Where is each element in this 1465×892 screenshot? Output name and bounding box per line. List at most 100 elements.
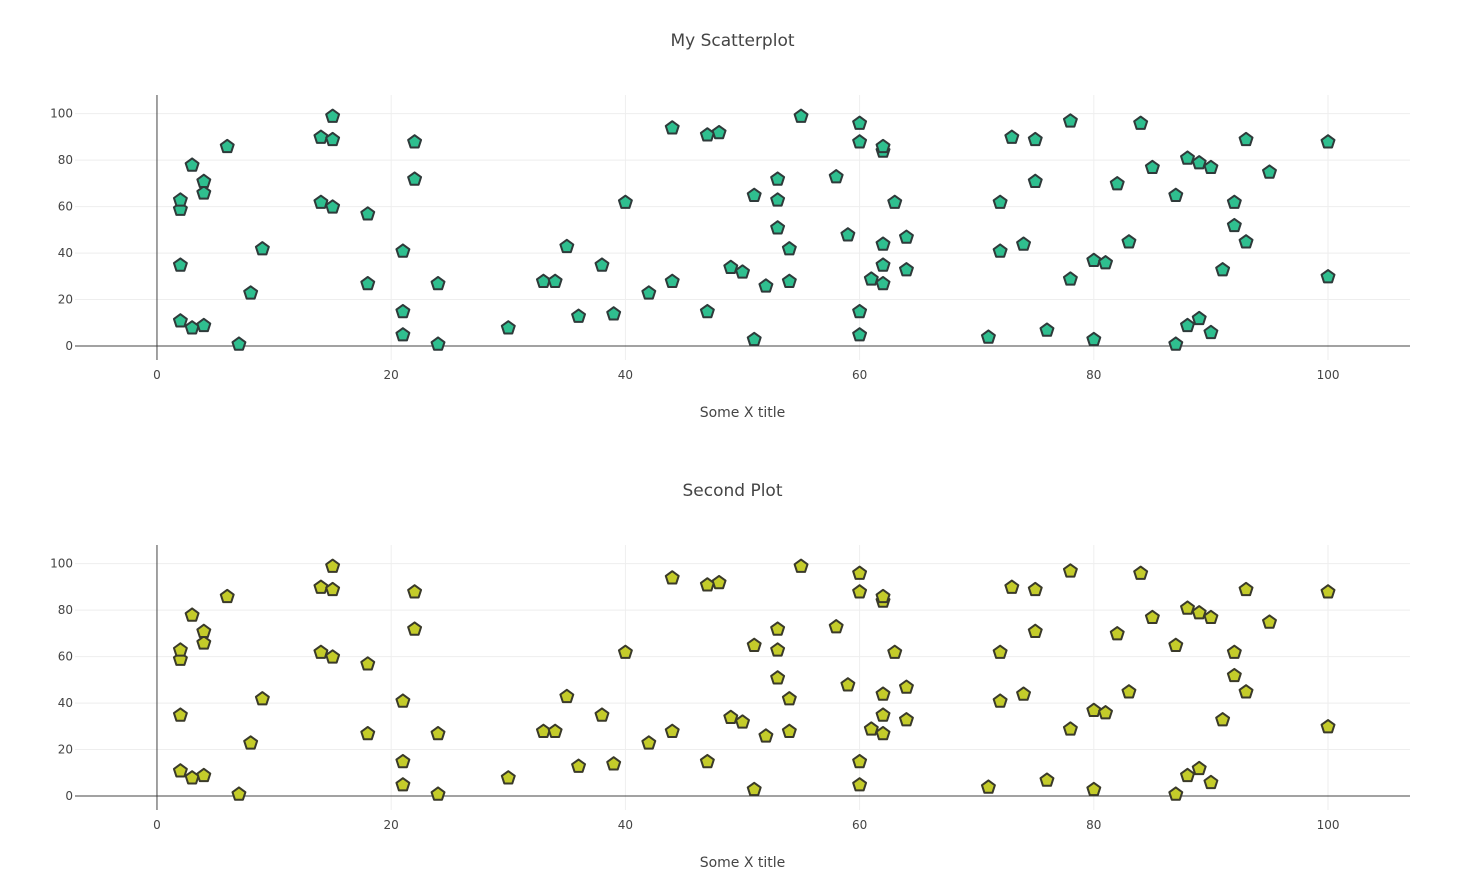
data-point[interactable] [875, 138, 891, 154]
data-point[interactable] [898, 262, 914, 277]
data-point[interactable] [852, 565, 868, 580]
data-point[interactable] [875, 236, 891, 251]
data-point[interactable] [500, 320, 516, 335]
data-point[interactable] [723, 259, 739, 275]
data-point[interactable] [395, 693, 411, 708]
data-point[interactable] [1191, 310, 1207, 326]
chart-1-plot[interactable]: 0 20 40 60 80 100 0 20 40 60 80 100 [0, 0, 1465, 446]
data-point[interactable] [325, 649, 341, 664]
data-point[interactable] [1203, 609, 1219, 625]
data-point[interactable] [1168, 786, 1184, 801]
data-point[interactable] [254, 241, 270, 256]
data-point[interactable] [360, 725, 376, 741]
data-point[interactable] [1086, 331, 1102, 347]
data-point[interactable] [430, 275, 446, 291]
data-point[interactable] [746, 187, 762, 202]
data-point[interactable] [535, 723, 551, 738]
data-point[interactable] [395, 243, 411, 258]
data-point[interactable] [746, 781, 762, 797]
data-point[interactable] [313, 644, 329, 659]
data-point[interactable] [1027, 623, 1043, 639]
data-point[interactable] [172, 642, 188, 657]
data-point[interactable] [606, 756, 622, 771]
data-point[interactable] [594, 707, 610, 722]
data-point[interactable] [430, 336, 446, 351]
data-point[interactable] [1168, 336, 1184, 351]
data-point[interactable] [887, 194, 903, 209]
data-point[interactable] [770, 621, 786, 636]
data-point[interactable] [875, 707, 891, 722]
data-point[interactable] [1121, 684, 1137, 699]
data-point[interactable] [395, 303, 411, 319]
data-point[interactable] [1027, 131, 1043, 147]
data-point[interactable] [1016, 236, 1032, 251]
data-point[interactable] [594, 257, 610, 272]
data-point[interactable] [770, 220, 786, 235]
data-point[interactable] [1039, 322, 1055, 337]
data-point[interactable] [313, 129, 329, 144]
data-point[interactable] [1098, 705, 1113, 720]
data-point[interactable] [980, 779, 996, 794]
data-point[interactable] [535, 273, 551, 288]
data-point[interactable] [407, 584, 423, 599]
data-point[interactable] [875, 257, 891, 272]
chart-2-plot[interactable]: 0 20 40 60 80 100 0 20 40 60 80 100 [0, 450, 1465, 892]
data-point[interactable] [1226, 217, 1242, 233]
data-point[interactable] [617, 194, 633, 209]
data-point[interactable] [1133, 565, 1149, 580]
data-point[interactable] [1062, 113, 1078, 128]
data-point[interactable] [1203, 324, 1219, 340]
data-point[interactable] [1191, 155, 1207, 170]
data-point[interactable] [641, 285, 657, 300]
data-point[interactable] [547, 273, 563, 288]
data-point[interactable] [1262, 614, 1277, 629]
data-point[interactable] [1191, 760, 1207, 776]
data-point[interactable] [875, 588, 891, 604]
data-point[interactable] [1168, 187, 1184, 202]
data-point[interactable] [770, 642, 786, 657]
data-point[interactable] [770, 171, 786, 186]
data-point[interactable] [852, 584, 868, 599]
data-point[interactable] [1180, 600, 1195, 615]
data-point[interactable] [1062, 271, 1078, 286]
data-point[interactable] [840, 227, 856, 242]
data-point[interactable] [641, 735, 657, 750]
data-point[interactable] [875, 686, 891, 701]
data-point[interactable] [172, 313, 188, 328]
data-point[interactable] [898, 229, 914, 244]
data-point[interactable] [430, 725, 446, 741]
data-point[interactable] [1238, 581, 1254, 597]
data-point[interactable] [395, 753, 411, 769]
data-point[interactable] [231, 786, 247, 801]
data-point[interactable] [1238, 684, 1254, 699]
data-point[interactable] [172, 763, 188, 778]
data-point[interactable] [793, 108, 809, 123]
data-point[interactable] [1062, 563, 1078, 578]
data-point[interactable] [196, 767, 212, 783]
data-point[interactable] [407, 134, 423, 149]
data-point[interactable] [313, 579, 329, 594]
data-point[interactable] [1180, 767, 1195, 783]
data-point[interactable] [196, 173, 212, 189]
data-point[interactable] [219, 138, 235, 154]
data-point[interactable] [360, 206, 376, 221]
data-point[interactable] [863, 721, 879, 736]
data-point[interactable] [781, 691, 797, 706]
data-point[interactable] [1203, 774, 1219, 790]
data-point[interactable] [770, 670, 786, 685]
data-point[interactable] [1086, 252, 1102, 268]
data-point[interactable] [1109, 626, 1125, 641]
data-point[interactable] [1086, 702, 1102, 718]
data-point[interactable] [875, 725, 891, 741]
data-point[interactable] [1215, 262, 1231, 277]
data-point[interactable] [571, 758, 587, 773]
data-point[interactable] [254, 691, 270, 706]
data-point[interactable] [852, 753, 868, 769]
data-point[interactable] [1027, 173, 1043, 189]
data-point[interactable] [313, 194, 329, 209]
data-point[interactable] [992, 194, 1008, 209]
data-point[interactable] [735, 264, 750, 279]
data-point[interactable] [219, 588, 235, 604]
data-point[interactable] [664, 723, 680, 738]
data-point[interactable] [699, 303, 715, 319]
